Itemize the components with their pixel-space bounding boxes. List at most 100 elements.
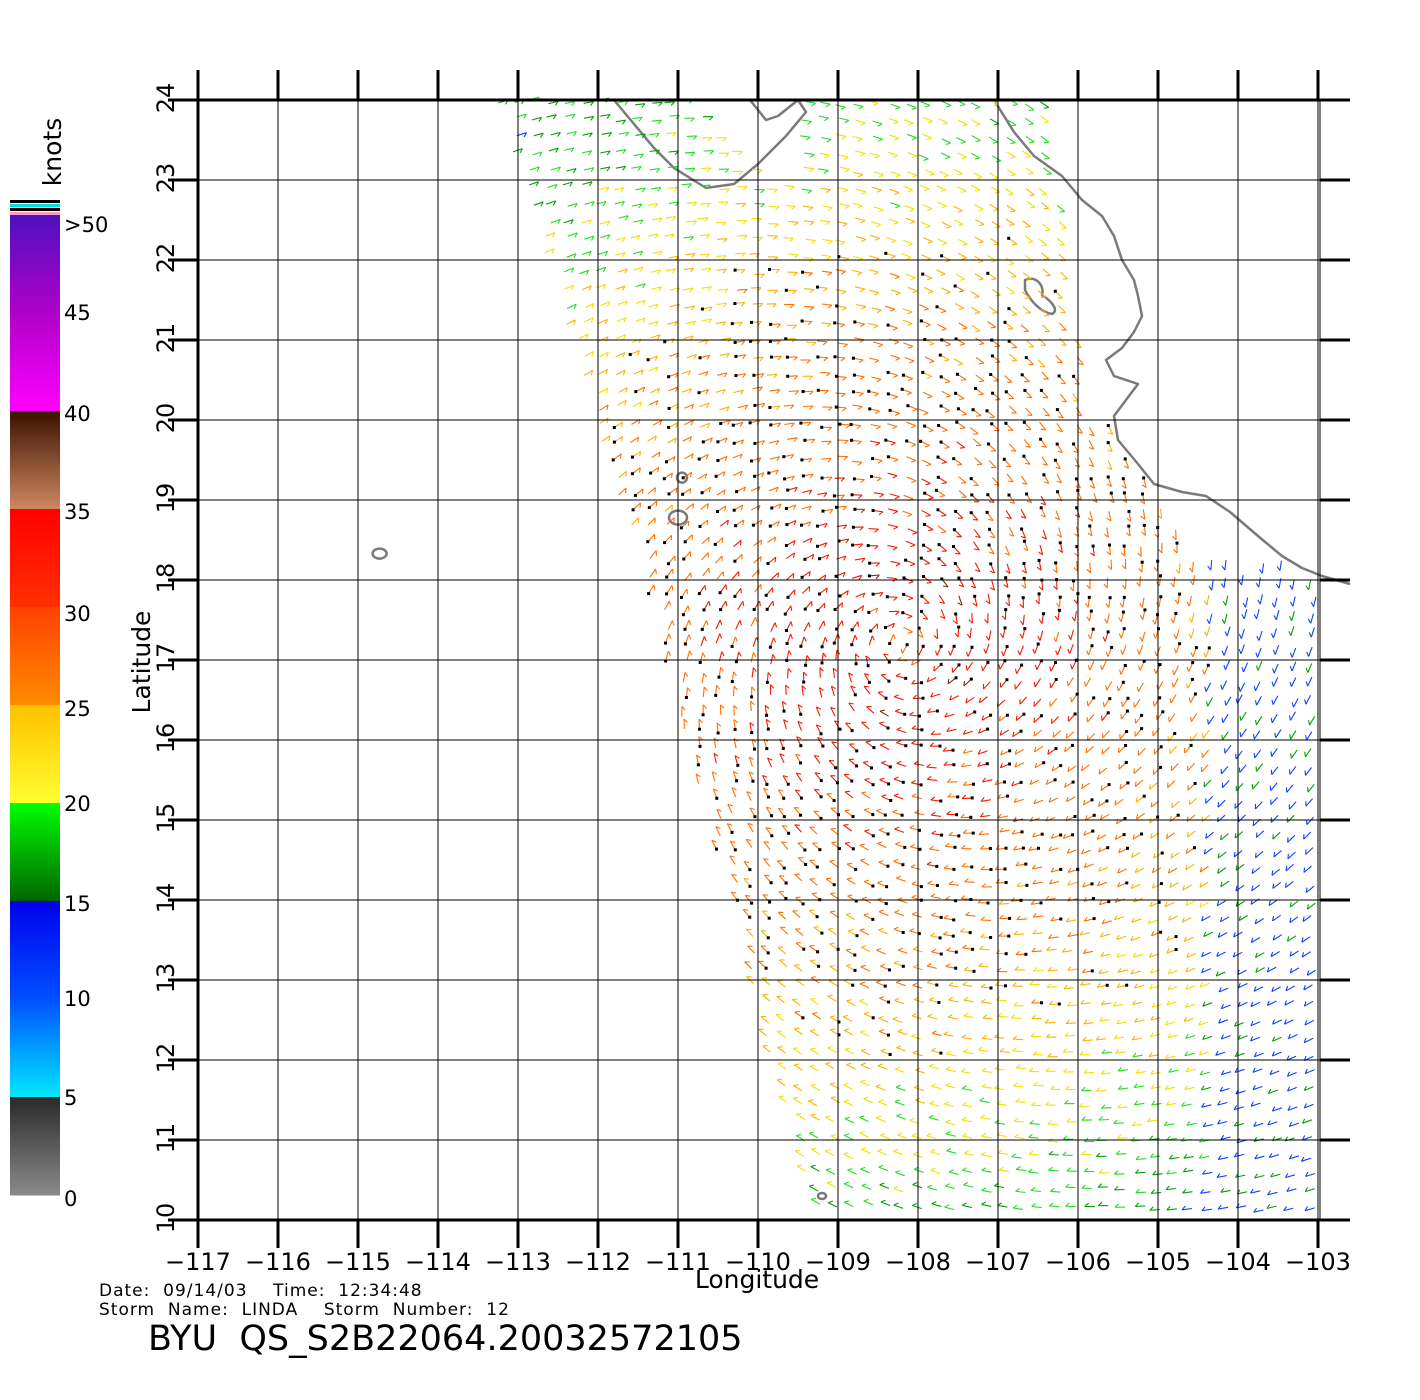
wind-barb — [584, 302, 595, 308]
rain-flag — [1158, 696, 1162, 700]
wind-barb — [1079, 1053, 1090, 1056]
wind-barb-flag — [930, 796, 936, 801]
rain-flag — [1122, 833, 1126, 837]
wind-barb-flag — [1255, 967, 1259, 973]
wind-barb-flag — [777, 1046, 783, 1048]
rain-flag — [782, 815, 786, 819]
rain-flag — [1004, 576, 1008, 580]
rain-flag — [1159, 930, 1163, 934]
wind-barb-flag — [826, 323, 832, 328]
rain-flag — [855, 764, 858, 768]
wind-barb-flag — [827, 1200, 833, 1204]
rain-flag — [784, 897, 788, 900]
wind-barb — [1028, 847, 1039, 852]
wind-barb — [716, 268, 727, 271]
wind-barb-flag — [675, 487, 678, 493]
wind-barb-flag — [1120, 552, 1126, 557]
wind-barb-flag — [1119, 602, 1124, 608]
wind-barb-flag — [1201, 951, 1205, 957]
wind-barb-flag — [875, 223, 881, 228]
rain-flag — [1125, 709, 1129, 713]
wind-barb — [635, 187, 646, 191]
wind-barb-flag — [1289, 951, 1292, 957]
wind-barb — [1185, 985, 1196, 990]
wind-barb-flag — [1132, 952, 1137, 958]
wind-barb-flag — [791, 475, 795, 481]
wind-barb — [1172, 613, 1177, 624]
wind-barb — [695, 773, 700, 784]
wind-barb — [970, 152, 980, 159]
rain-flag — [970, 865, 974, 869]
wind-barb — [907, 528, 918, 534]
wind-barb-flag — [848, 672, 854, 676]
wind-barb-flag — [1220, 835, 1222, 841]
wind-barb — [1203, 779, 1212, 788]
rain-flag — [816, 388, 820, 392]
wind-barb-flag — [988, 518, 994, 521]
wind-barb — [1267, 966, 1277, 973]
wind-barb-flag — [926, 137, 932, 141]
wind-barb — [1098, 866, 1109, 872]
wind-barb-flag — [540, 201, 544, 207]
wind-barb-flag — [829, 1082, 836, 1085]
wind-barb-flag — [947, 793, 952, 798]
wind-barb-flag — [1034, 762, 1038, 768]
wind-barb-flag — [738, 170, 743, 176]
wind-barb-flag — [810, 997, 816, 1000]
wind-barb-flag — [1201, 967, 1205, 973]
wind-barb — [528, 181, 539, 186]
wind-barb-flag — [893, 596, 898, 601]
wind-barb — [716, 571, 724, 580]
wind-barb-flag — [1241, 667, 1245, 673]
wind-barb-flag — [1276, 566, 1281, 571]
wind-barb-flag — [1304, 1187, 1309, 1192]
wind-barb-flag — [809, 1064, 816, 1067]
wind-barb-flag — [945, 1131, 951, 1135]
wind-barb — [735, 340, 745, 343]
rain-flag — [1003, 320, 1007, 324]
wind-barb-flag — [825, 221, 831, 226]
wind-barb-flag — [758, 457, 762, 463]
wind-barb-flag — [1307, 719, 1311, 726]
wind-barb — [1256, 696, 1262, 706]
wind-barb — [766, 672, 769, 683]
wind-barb — [1056, 204, 1066, 213]
wind-barb-flag — [895, 979, 902, 983]
wind-barb-flag — [926, 861, 932, 865]
wind-barb — [635, 283, 646, 288]
wind-barb — [703, 437, 713, 443]
wind-barb — [1184, 1052, 1195, 1057]
wind-barb-flag — [673, 186, 679, 192]
wind-barb-flag — [979, 812, 984, 818]
wind-barb — [896, 729, 907, 734]
wind-barb-flag — [1031, 1101, 1036, 1106]
wind-barb-flag — [1186, 816, 1189, 822]
wind-barb-flag — [826, 256, 832, 260]
rain-flag — [1042, 473, 1046, 477]
wind-barb-flag — [691, 305, 695, 311]
wind-barb — [767, 536, 777, 543]
rain-flag — [751, 779, 755, 783]
wind-barb-flag — [811, 1197, 817, 1200]
wind-barb — [868, 322, 879, 327]
wind-barb-flag — [1120, 714, 1123, 720]
wind-barb — [953, 219, 964, 225]
rain-flag — [1024, 952, 1028, 956]
rain-flag — [1090, 969, 1094, 973]
wind-barb-flag — [1185, 1002, 1189, 1008]
wind-barb-flag — [828, 476, 833, 482]
wind-barb-flag — [930, 692, 934, 698]
wind-barb-flag — [1073, 567, 1078, 572]
wind-barb-flag — [1169, 816, 1172, 822]
wind-barb-flag — [1253, 685, 1257, 691]
rain-flag — [735, 490, 739, 494]
rain-flag — [885, 595, 889, 599]
wind-barb-flag — [910, 544, 916, 548]
rain-flag — [1007, 934, 1011, 938]
rain-flag — [832, 883, 836, 887]
rain-flag — [1092, 696, 1096, 700]
wind-barb-flag — [540, 132, 544, 138]
wind-barb-flag — [688, 388, 692, 394]
wind-barb-flag — [571, 284, 575, 291]
